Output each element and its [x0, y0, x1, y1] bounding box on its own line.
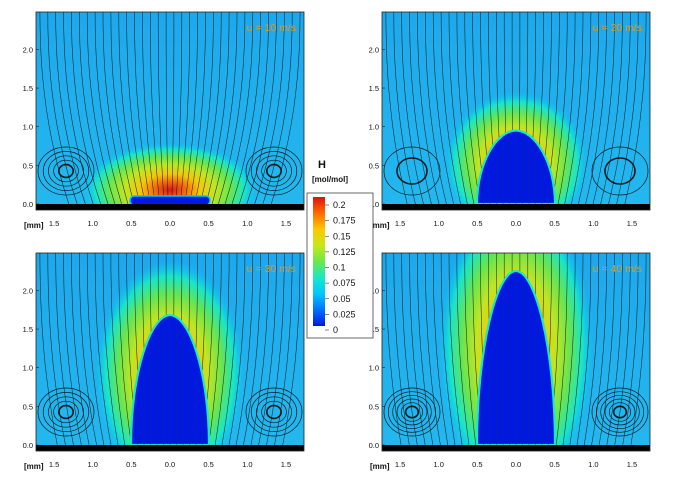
y-tick-label: 2.0	[23, 45, 33, 54]
x-tick-label: 1.0	[87, 460, 97, 469]
colorbar-tick-label: 0.15	[333, 231, 351, 241]
y-tick-label: 0.0	[369, 441, 379, 450]
x-unit-label: [mm]	[370, 221, 390, 230]
y-tick-label: 1.5	[369, 325, 379, 334]
colorbar-tick-label: 0.125	[333, 247, 356, 257]
colorbar-tick-label: 0.05	[333, 294, 351, 304]
x-tick-label: 0.5	[203, 219, 213, 228]
colorbar-tick-label: 0.1	[333, 263, 346, 273]
x-tick-label: 0.5	[549, 219, 559, 228]
x-axis: 1.5 1.0 0.5 0.0 0.5 1.0 1.5	[395, 219, 637, 228]
velocity-label: u = 20 m/s	[593, 22, 642, 34]
x-tick-label: 0.0	[511, 460, 521, 469]
x-tick-label: 1.5	[627, 460, 637, 469]
x-tick-label: 1.5	[395, 460, 405, 469]
x-tick-label: 1.5	[281, 219, 291, 228]
panel-u30: u = 30 m/s 0.00.51.01.52.0 1.5 1.0 0.5 0.0 0…	[23, 252, 305, 471]
y-tick-label: 1.0	[23, 123, 33, 132]
x-axis: 1.5 1.0 0.5 0.0 0.5 1.0 1.5	[395, 460, 637, 469]
y-axis: 0.0 0.5 1.0 1.5 2.0	[369, 286, 385, 450]
x-tick-label: 1.0	[588, 219, 598, 228]
y-tick-label: 1.5	[23, 84, 33, 93]
streamlines	[383, 12, 649, 205]
colorbar-gradient	[313, 197, 325, 326]
colorbar-tick-label: 0.175	[333, 216, 356, 226]
y-tick-label: 1.0	[23, 364, 33, 373]
y-tick-label: 0.5	[23, 161, 33, 170]
y-axis: 0.0 0.5 1.0 1.5 2.0	[369, 45, 385, 209]
velocity-label: u = 40 m/s	[593, 263, 642, 275]
plot-frame	[381, 252, 651, 452]
colorbar-title: H	[318, 159, 326, 171]
colorbar-tick-label: 0.075	[333, 278, 356, 288]
x-tick-label: 1.0	[87, 219, 97, 228]
colorbar-unit: [mol/mol]	[312, 175, 348, 184]
x-tick-label: 1.5	[281, 460, 291, 469]
x-tick-label: 1.5	[49, 219, 59, 228]
y-tick-label: 0.5	[369, 402, 379, 411]
x-tick-label: 1.0	[242, 460, 252, 469]
y-tick-label: 1.5	[23, 325, 33, 334]
panel-u20: u = 20 m/s 0.00.51.01.52.0 1.5 1.0 0.5 0.0 0…	[369, 11, 651, 230]
y-tick-label: 0.0	[369, 200, 379, 209]
x-unit-label: [mm]	[24, 221, 44, 230]
x-tick-label: 1.0	[242, 219, 252, 228]
plot-frame	[35, 11, 305, 211]
x-axis: 1.5 1.0 0.5 0.0 0.5 1.0 1.5	[49, 460, 291, 469]
x-tick-label: 0.5	[126, 219, 136, 228]
x-tick-label: 1.0	[433, 219, 443, 228]
plot-frame	[35, 252, 305, 452]
y-tick-label: 0.0	[23, 200, 33, 209]
x-tick-label: 1.0	[588, 460, 598, 469]
panel-u10: u = 10 m/s 0.00.51.01.52.0 1.5 1.0 0.5 0.0 0…	[23, 11, 305, 230]
velocity-label: u = 30 m/s	[247, 263, 296, 275]
x-tick-label: 1.5	[49, 460, 59, 469]
x-tick-label: 0.5	[203, 460, 213, 469]
colorbar-legend: H [mol/mol] 0.2 0.175 0.15 0.125 0.1 0.075 0.0…	[306, 159, 374, 339]
y-tick-label: 2.0	[23, 286, 33, 295]
x-tick-label: 0.0	[165, 460, 175, 469]
x-axis: 1.5 1.0 0.5 0.0 0.5 1.0 1.5	[49, 219, 291, 228]
flame-region	[382, 269, 650, 451]
x-tick-label: 1.5	[395, 219, 405, 228]
x-tick-label: 0.5	[549, 460, 559, 469]
colorbar-tick-label: 0.025	[333, 309, 356, 319]
y-axis: 0.0 0.5 1.0 1.5 2.0	[23, 45, 39, 209]
x-tick-label: 0.5	[126, 460, 136, 469]
streamlines	[37, 12, 303, 205]
y-tick-label: 1.5	[369, 84, 379, 93]
x-tick-label: 0.0	[165, 219, 175, 228]
flame-region	[382, 129, 650, 210]
panel-u40: u = 40 m/s 0.00.51.01.52.0 1.5 1.0 0.5 0.0 0…	[369, 252, 651, 471]
colorbar-tick-label: 0	[333, 325, 338, 335]
x-tick-label: 0.5	[472, 219, 482, 228]
x-tick-label: 1.5	[627, 219, 637, 228]
y-tick-label: 1.0	[369, 364, 379, 373]
colorbar-labels: 0.2 0.175 0.15 0.125 0.1 0.075 0.05 0.025 0	[325, 200, 356, 335]
flame-region	[36, 195, 304, 210]
y-tick-label: 0.5	[23, 402, 33, 411]
y-tick-label: 2.0	[369, 286, 379, 295]
colorbar-tick-label: 0.2	[333, 200, 346, 210]
y-tick-label: 1.0	[369, 123, 379, 132]
velocity-label: u = 10 m/s	[247, 22, 296, 34]
hydrogen-field-plot	[36, 12, 304, 210]
y-axis: 0.0 0.5 1.0 1.5 2.0	[23, 286, 39, 450]
x-unit-label: [mm]	[24, 462, 44, 471]
x-unit-label: [mm]	[370, 462, 390, 471]
x-tick-label: 0.0	[511, 219, 521, 228]
x-tick-label: 1.0	[433, 460, 443, 469]
x-tick-label: 0.5	[472, 460, 482, 469]
y-tick-label: 2.0	[369, 45, 379, 54]
y-tick-label: 0.0	[23, 441, 33, 450]
flame-region	[36, 314, 304, 451]
y-tick-label: 0.5	[369, 161, 379, 170]
plot-frame	[381, 11, 651, 211]
